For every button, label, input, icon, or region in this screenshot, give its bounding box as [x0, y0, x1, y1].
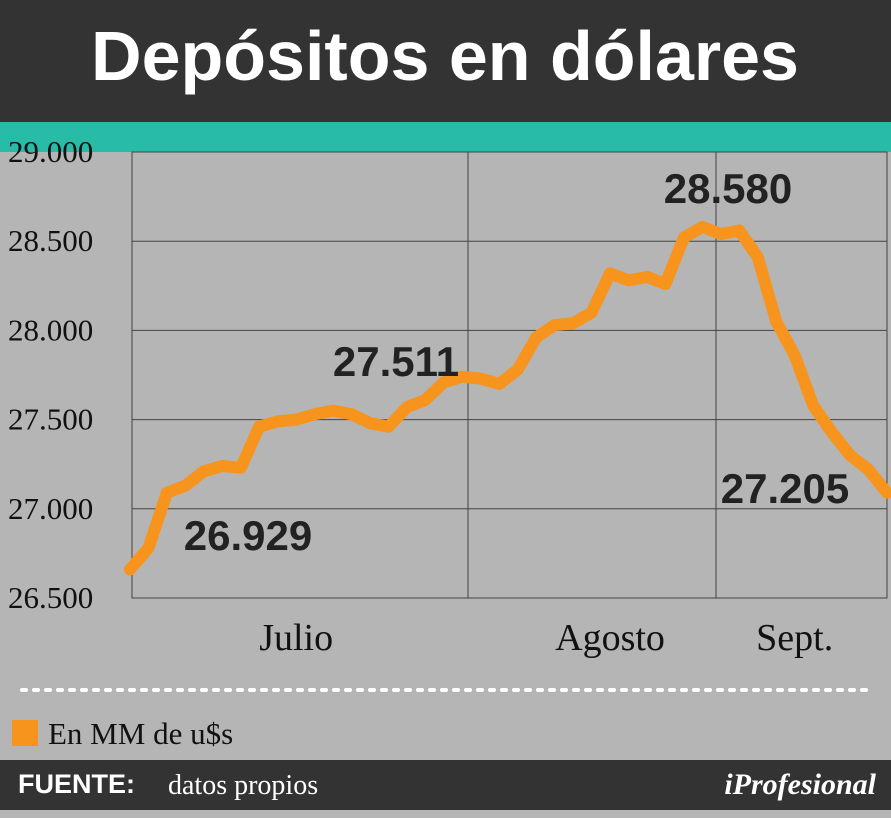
- chart-title: Depósitos en dólares: [91, 17, 799, 95]
- y-tick-label: 26.500: [8, 580, 93, 615]
- y-tick-label: 28.000: [8, 312, 93, 347]
- x-tick-label: Agosto: [555, 617, 665, 659]
- y-tick-label: 27.000: [8, 491, 93, 526]
- annotation: 26.929: [184, 512, 312, 559]
- y-tick-label: 27.500: [8, 402, 93, 437]
- annotation: 27.511: [333, 338, 459, 385]
- source-label: FUENTE:: [18, 769, 135, 799]
- legend-swatch: [12, 720, 38, 746]
- source: datos propios: [168, 770, 318, 801]
- header: [0, 0, 891, 122]
- y-tick-label: 29.000: [8, 134, 93, 169]
- y-tick-label: 28.500: [8, 223, 93, 258]
- footer: [0, 760, 891, 810]
- teal-band: [0, 122, 891, 152]
- line-series: [124, 220, 891, 576]
- annotation: 28.580: [664, 165, 792, 212]
- x-tick-label: Sept.: [756, 617, 833, 659]
- legend-label: En MM de u$s: [48, 716, 233, 751]
- annotation: 27.205: [721, 465, 849, 512]
- brand: iProfesional: [724, 768, 876, 801]
- x-tick-label: Julio: [259, 617, 333, 659]
